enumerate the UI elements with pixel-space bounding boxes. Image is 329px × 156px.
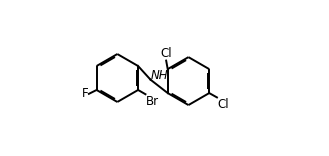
Text: Br: Br bbox=[146, 95, 159, 108]
Text: Cl: Cl bbox=[160, 47, 172, 60]
Text: F: F bbox=[82, 87, 89, 100]
Text: NH: NH bbox=[151, 69, 168, 82]
Text: Cl: Cl bbox=[217, 98, 229, 111]
